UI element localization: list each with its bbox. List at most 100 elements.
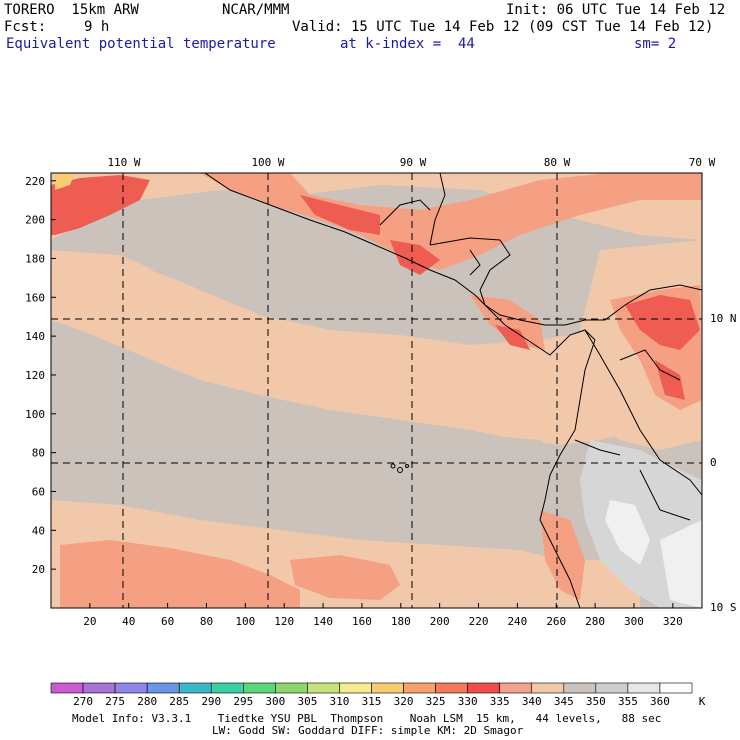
field-zone-northwest-hot xyxy=(51,175,150,235)
color-bar-level-label: 345 xyxy=(554,695,574,708)
field-zone-venezuela-hot xyxy=(625,295,700,350)
x-tick-label: 160 xyxy=(352,615,372,628)
galapagos-island-2 xyxy=(397,467,403,473)
color-bar-level-label: 300 xyxy=(265,695,285,708)
color-bar-level-label: 325 xyxy=(426,695,446,708)
color-bar-swatch xyxy=(307,682,340,694)
y-tick-label: 200 xyxy=(25,214,45,227)
color-bar-swatch xyxy=(275,682,308,694)
physics-info-line: LW: Godd SW: Goddard DIFF: simple KM: 2D… xyxy=(212,724,524,737)
mexico-border xyxy=(379,199,431,226)
field-zone-mexico-hot xyxy=(300,195,380,235)
galapagos-island-3 xyxy=(405,464,409,468)
yucatan-coast xyxy=(429,173,446,246)
lon-label-110w: 110 W xyxy=(107,156,140,169)
y-tick-label: 220 xyxy=(25,175,45,188)
color-bar-labels: 270 275 280 285 290 295 300 305 310 315 320 325 330 3… xyxy=(73,695,670,708)
color-bar-level-label: 315 xyxy=(362,695,382,708)
lat-label-10n: 10 N xyxy=(710,312,737,325)
field-zone-gray-band xyxy=(51,330,560,530)
field-zone-andes-white xyxy=(605,500,650,565)
caribbean-coastline xyxy=(429,237,702,326)
y-tick-label: 160 xyxy=(25,291,45,304)
x-tick-label: 140 xyxy=(313,615,333,628)
lat-label-10s: 10 S xyxy=(710,601,737,614)
y-tick-label: 40 xyxy=(32,524,45,537)
color-bar-level-label: 290 xyxy=(201,695,221,708)
field-zone-southwest-warm xyxy=(60,540,300,608)
color-bar-swatch xyxy=(82,682,116,694)
field-zone-guatemala-hot xyxy=(390,240,440,275)
color-bar-level-label: 330 xyxy=(458,695,478,708)
color-bar-swatch xyxy=(467,682,500,694)
color-bar-level-label: 275 xyxy=(105,695,125,708)
color-bar-level-label: 340 xyxy=(522,695,542,708)
color-bar-level-label: 360 xyxy=(650,695,670,708)
valid-time: Valid: 15 UTC Tue 14 Feb 12 (09 CST Tue … xyxy=(292,19,714,35)
model-title: TORERO 15km ARW xyxy=(4,2,139,18)
y-tick-label: 180 xyxy=(25,252,45,265)
color-bar-level-label: 295 xyxy=(233,695,253,708)
x-tick-label: 60 xyxy=(161,615,174,628)
x-tick-label: 300 xyxy=(624,615,644,628)
galapagos-island-1 xyxy=(390,463,396,469)
color-bar-level-label: 305 xyxy=(297,695,317,708)
color-bar-swatch xyxy=(435,682,468,694)
x-tick-label: 260 xyxy=(546,615,566,628)
theta-e-field xyxy=(51,173,702,608)
field-zone-colombia-hot xyxy=(655,360,685,400)
coastlines xyxy=(204,173,702,608)
lon-label-70w: 70 W xyxy=(689,156,716,169)
smoothing-info: sm= 2 xyxy=(634,36,677,52)
x-tick-label: 220 xyxy=(469,615,489,628)
color-bar-level-label: 355 xyxy=(618,695,638,708)
x-tick-label: 120 xyxy=(274,615,294,628)
y-grid-index-ticks: 20 40 60 80 100 120 140 160 180 200 220 xyxy=(25,175,56,576)
venezuela-border xyxy=(619,349,681,381)
field-zone-central-america-warm xyxy=(200,173,702,270)
honduras-border xyxy=(469,249,481,276)
x-tick-label: 100 xyxy=(235,615,255,628)
field-zone-costa-rica-hot xyxy=(495,325,530,350)
color-bar-swatch xyxy=(659,682,693,694)
color-bar xyxy=(50,682,693,694)
color-bar-level-label: 335 xyxy=(490,695,510,708)
init-time: Init: 06 UTC Tue 14 Feb 12 xyxy=(506,2,726,18)
x-tick-label: 280 xyxy=(585,615,605,628)
field-zone-gray-north xyxy=(150,250,520,335)
map-frame xyxy=(50,172,703,609)
x-tick-label: 320 xyxy=(663,615,683,628)
color-bar-swatch xyxy=(563,682,597,694)
forecast-hours: 9 h xyxy=(84,19,110,35)
color-bar-swatch xyxy=(595,682,629,694)
color-bar-swatch xyxy=(146,682,180,694)
field-zone-corner-yellow xyxy=(55,173,75,190)
color-bar-swatch xyxy=(371,682,404,694)
color-bar-level-label: 285 xyxy=(169,695,189,708)
color-bar-swatch xyxy=(339,682,372,694)
y-tick-label: 60 xyxy=(32,485,45,498)
y-tick-label: 120 xyxy=(25,369,45,382)
model-info-line: Model Info: V3.3.1 Tiedtke YSU PBL Thomp… xyxy=(72,712,662,725)
lon-label-90w: 90 W xyxy=(400,156,427,169)
south-america-pacific-coast xyxy=(539,339,596,608)
latitude-labels: 10 N 0 10 S xyxy=(710,312,737,614)
color-bar-swatch xyxy=(627,682,661,694)
color-bar-level-label: 350 xyxy=(586,695,606,708)
y-tick-label: 100 xyxy=(25,408,45,421)
y-tick-label: 20 xyxy=(32,563,45,576)
x-tick-label: 200 xyxy=(430,615,450,628)
field-zone-south-warm xyxy=(290,555,400,600)
y-tick-label: 80 xyxy=(32,447,45,460)
field-zone-amazon-white xyxy=(660,520,702,608)
color-bar-level-label: 320 xyxy=(394,695,414,708)
peru-border xyxy=(639,469,691,521)
ecuador-border xyxy=(574,439,621,456)
color-bar-swatch xyxy=(114,682,148,694)
color-bar-level-label: 270 xyxy=(73,695,93,708)
color-bar-level-label: 310 xyxy=(330,695,350,708)
color-bar-swatch xyxy=(499,682,533,694)
y-tick-label: 140 xyxy=(25,330,45,343)
color-bar-swatch xyxy=(243,682,276,694)
